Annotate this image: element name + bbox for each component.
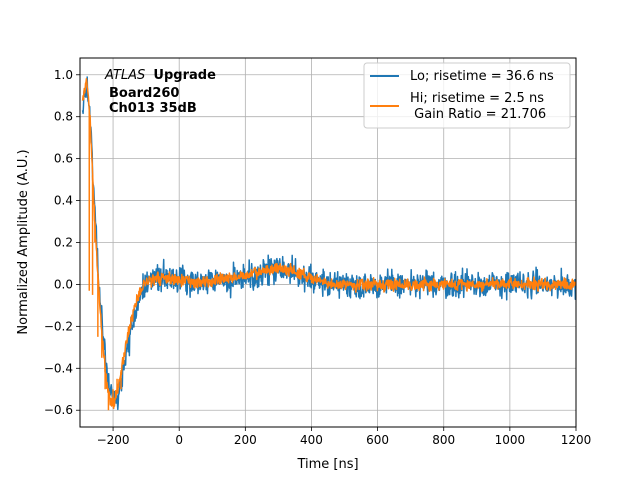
legend-label-hi-line: Hi; risetime = 2.5 ns (410, 91, 544, 106)
y-tick-label: 0.6 (54, 152, 73, 166)
y-tick-label: 0.0 (54, 277, 73, 291)
y-tick-label: −0.6 (44, 403, 73, 417)
legend-label-lo: Lo; risetime = 36.6 ns (410, 69, 554, 84)
x-tick-label: 1200 (561, 433, 592, 447)
y-tick-label: −0.2 (44, 319, 73, 333)
x-tick-label: 200 (234, 433, 257, 447)
ticks: −200 0 200 400 600 800 1000 1200 −0.6 −0.4 −0.2 0.0… (44, 68, 591, 447)
legend-label-hi-line: Gain Ratio = 21.706 (410, 107, 546, 122)
x-tick-label: 800 (432, 433, 455, 447)
y-tick-label: 1.0 (54, 68, 73, 82)
y-tick-label: 0.8 (54, 110, 73, 124)
upgrade-label: Upgrade (153, 68, 216, 83)
x-axis-label: Time [ns] (296, 457, 358, 472)
legend-box (363, 62, 571, 129)
x-tick-label: 400 (300, 433, 323, 447)
series-line-lo (81, 76, 576, 411)
series-line-hi (81, 78, 576, 409)
y-tick-label: 0.4 (54, 194, 73, 208)
x-tick-label: 1000 (495, 433, 526, 447)
x-tick-label: −200 (97, 433, 130, 447)
legend-label-hi: Hi; risetime = 2.5 ns Gain Ratio = 21.70… (410, 91, 546, 122)
y-tick-label: −0.4 (44, 361, 73, 375)
plot-series (81, 76, 576, 411)
svg-text:ATLAS Upgrade: ATLAS Upgrade (104, 68, 216, 83)
channel-label: Ch013 35dB (109, 101, 197, 116)
board-label: Board260 (109, 86, 179, 101)
x-tick-label: 600 (366, 433, 389, 447)
x-tick-label: 0 (175, 433, 183, 447)
legend: Lo; risetime = 36.6 ns Hi; risetime = 2.… (363, 62, 571, 129)
plot-frame (79, 57, 577, 428)
y-tick-label: 0.2 (54, 236, 73, 250)
atlas-label: ATLAS (104, 68, 145, 83)
y-axis-label: Normalized Amplitude (A.U.) (16, 149, 31, 334)
atlas-annotation: ATLAS Upgrade Board260 Ch013 35dB (104, 68, 216, 116)
